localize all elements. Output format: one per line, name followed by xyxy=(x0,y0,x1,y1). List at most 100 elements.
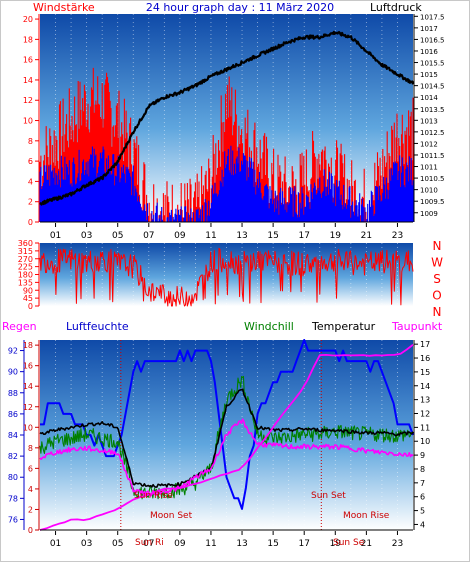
series-humidity xyxy=(40,339,414,510)
label-taupunkt: Taupunkt xyxy=(391,320,443,333)
y-tick-label: 12 xyxy=(23,403,33,412)
panel1-x-axis: 01 03 05 07 09 11 13 15 17 19 21 23 xyxy=(40,221,413,241)
event-sun-ri-short: Sun Ri xyxy=(135,538,164,548)
x-tick-label: 15 xyxy=(267,539,278,549)
y-tick-label: 10 xyxy=(23,117,33,126)
x-tick-label: 13 xyxy=(236,539,247,549)
y-tick-label: 90 xyxy=(23,286,33,295)
y-tick-label: 1010 xyxy=(420,187,438,195)
compass-label: S xyxy=(433,272,441,286)
panel3-right-axis: 4 5 6 7 8 9 10 11 12 13 14 15 16 17 xyxy=(413,340,430,530)
y-tick-label: 1012 xyxy=(420,140,438,148)
y-tick-label: 10 xyxy=(23,423,33,432)
y-tick-label: 1013.5 xyxy=(420,106,445,114)
y-tick-label: 12 xyxy=(420,410,430,419)
series-dewpoint xyxy=(39,418,414,497)
label-windchill: Windchill xyxy=(244,320,294,333)
x-tick-label: 05 xyxy=(112,231,123,241)
event-sun-rise: Sun Rise xyxy=(134,491,173,501)
x-tick-label: 01 xyxy=(50,539,61,549)
x-tick-label: 21 xyxy=(361,539,372,549)
label-regen: Regen xyxy=(2,320,37,333)
series-rain xyxy=(39,343,414,531)
y-tick-label: 0 xyxy=(28,526,33,535)
compass-label: N xyxy=(433,239,442,253)
y-tick-label: 45 xyxy=(23,294,33,303)
y-tick-label: 1016.5 xyxy=(420,36,445,44)
y-tick-label: 15 xyxy=(420,368,430,377)
label-luftfeuchte: Luftfeuchte xyxy=(66,320,129,333)
x-tick-label: 03 xyxy=(81,231,92,241)
event-sun-set: Sun Set xyxy=(311,491,346,501)
y-tick-label: 84 xyxy=(8,431,18,440)
y-tick-label: 16 xyxy=(23,362,33,371)
x-tick-label: 11 xyxy=(205,231,216,241)
y-tick-label: 1016 xyxy=(420,48,438,56)
y-tick-label: 1009 xyxy=(420,210,438,218)
event-moon-rise: Moon Rise xyxy=(343,511,390,521)
y-tick-label: 1009.5 xyxy=(420,198,445,206)
compass-label: W xyxy=(431,256,443,270)
y-tick-label: 14 xyxy=(23,76,33,85)
y-tick-label: 180 xyxy=(18,271,33,280)
label-temperatur: Temperatur xyxy=(311,320,376,333)
x-tick-label: 23 xyxy=(392,231,403,241)
y-tick-label: 78 xyxy=(8,494,18,503)
y-tick-label: 14 xyxy=(23,382,33,391)
x-tick-label: 11 xyxy=(205,539,216,549)
y-tick-label: 1014.5 xyxy=(420,83,445,91)
series-temperature xyxy=(39,388,414,488)
x-tick-label: 17 xyxy=(298,539,309,549)
y-tick-label: 0 xyxy=(28,302,33,311)
y-tick-label: 8 xyxy=(28,137,33,146)
y-tick-label: 18 xyxy=(23,341,33,350)
x-tick-label: 17 xyxy=(298,231,309,241)
y-tick-label: 0 xyxy=(28,218,33,227)
y-tick-label: 2 xyxy=(28,505,33,514)
y-tick-label: 10 xyxy=(420,437,430,446)
y-tick-label: 7 xyxy=(420,479,425,488)
y-tick-label: 6 xyxy=(420,493,425,502)
series-wind-base xyxy=(39,145,414,222)
y-tick-label: 225 xyxy=(18,263,33,272)
chart-title: 24 hour graph day : 11 März 2020 xyxy=(146,1,334,14)
x-tick-label: 19 xyxy=(330,539,342,549)
y-tick-label: 1011 xyxy=(420,164,438,172)
x-tick-label: 05 xyxy=(112,539,123,549)
y-tick-label: 20 xyxy=(23,15,33,24)
y-tick-label: 1015.5 xyxy=(420,60,445,68)
x-tick-label: 21 xyxy=(361,231,372,241)
y-tick-label: 270 xyxy=(18,255,33,264)
y-tick-label: 8 xyxy=(28,444,33,453)
y-tick-label: 4 xyxy=(420,520,425,529)
y-tick-label: 82 xyxy=(8,452,18,461)
y-tick-label: 1010.5 xyxy=(420,175,445,183)
compass-label: N xyxy=(433,305,442,319)
y-tick-label: 1012.5 xyxy=(420,129,445,137)
x-tick-label: 13 xyxy=(236,231,247,241)
y-tick-label: 17 xyxy=(420,340,430,349)
panel1-label-right: Luftdruck xyxy=(370,1,422,14)
x-tick-label: 07 xyxy=(143,231,154,241)
y-tick-label: 1011.5 xyxy=(420,152,445,160)
event-sun-se-short: Sun Se xyxy=(333,538,365,548)
panel3-series xyxy=(39,339,414,531)
y-tick-label: 6 xyxy=(28,464,33,473)
y-tick-label: 6 xyxy=(28,157,33,166)
y-tick-label: 11 xyxy=(420,423,430,432)
y-tick-label: 360 xyxy=(18,239,33,248)
x-tick-label: 09 xyxy=(174,539,186,549)
y-tick-label: 86 xyxy=(8,410,18,419)
x-tick-label: 07 xyxy=(143,539,154,549)
y-tick-label: 135 xyxy=(18,278,33,287)
y-tick-label: 92 xyxy=(8,347,18,356)
panel3-left-axis: 76 78 80 82 84 86 88 90 92 xyxy=(8,340,25,530)
panel2-series xyxy=(39,247,414,307)
y-tick-label: 76 xyxy=(8,515,18,524)
y-tick-label: 88 xyxy=(8,389,18,398)
x-tick-label: 23 xyxy=(392,539,403,549)
x-tick-label: 19 xyxy=(330,231,342,241)
x-tick-label: 01 xyxy=(50,231,61,241)
